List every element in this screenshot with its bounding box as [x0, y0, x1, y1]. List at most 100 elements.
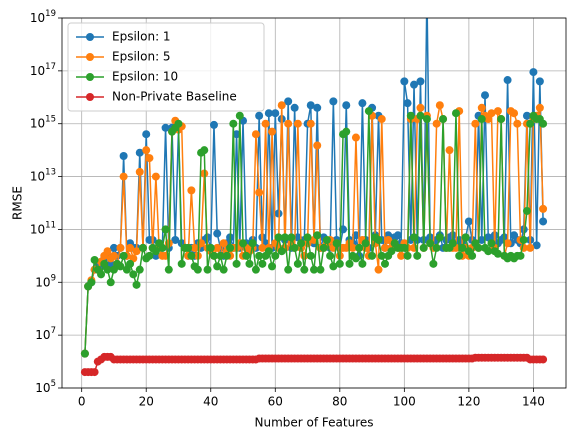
data-point — [251, 130, 260, 139]
data-point — [90, 255, 99, 264]
data-point — [187, 251, 196, 260]
data-point — [380, 259, 389, 268]
data-point — [284, 265, 293, 274]
data-point — [416, 111, 425, 120]
data-point — [422, 115, 431, 124]
data-point — [335, 259, 344, 268]
data-point — [345, 259, 354, 268]
data-point — [306, 101, 315, 110]
data-point — [474, 243, 483, 252]
data-point — [410, 80, 419, 89]
data-point — [377, 251, 386, 260]
data-point — [481, 91, 490, 100]
data-point — [522, 206, 531, 215]
data-point — [403, 251, 412, 260]
legend-label: Epsilon: 5 — [112, 50, 171, 64]
data-point — [103, 247, 112, 256]
data-point — [184, 243, 193, 252]
data-point — [526, 119, 535, 128]
data-point — [226, 243, 235, 252]
data-point — [522, 111, 531, 120]
data-point — [342, 101, 351, 110]
data-point — [455, 251, 464, 260]
data-point — [445, 146, 454, 155]
data-point — [432, 119, 441, 128]
x-tick-label: 140 — [522, 395, 545, 409]
data-point — [122, 265, 131, 274]
y-tick-label: 107 — [35, 326, 56, 342]
data-point — [109, 251, 118, 260]
data-point — [242, 251, 251, 260]
data-point — [161, 225, 170, 234]
x-tick-label: 40 — [203, 395, 218, 409]
data-point — [426, 239, 435, 248]
data-point — [142, 146, 151, 155]
data-point — [355, 243, 364, 252]
data-point — [303, 233, 312, 242]
data-point — [274, 233, 283, 242]
data-point — [258, 259, 267, 268]
data-point — [119, 172, 128, 181]
data-point — [268, 127, 277, 136]
data-point — [297, 239, 306, 248]
data-point — [384, 235, 393, 244]
data-point — [100, 259, 109, 268]
data-point — [351, 231, 360, 240]
data-point — [368, 251, 377, 260]
data-point — [209, 120, 218, 129]
legend-marker — [86, 93, 94, 101]
data-point — [90, 368, 99, 377]
data-point — [316, 265, 325, 274]
data-point — [400, 77, 409, 86]
data-point — [161, 123, 170, 132]
data-point — [300, 265, 309, 274]
data-point — [416, 77, 425, 86]
data-point — [503, 76, 512, 85]
data-point — [448, 239, 457, 248]
data-point — [145, 154, 154, 163]
data-point — [393, 231, 402, 240]
data-point — [138, 243, 147, 252]
data-point — [319, 243, 328, 252]
data-point — [400, 243, 409, 252]
data-point — [109, 243, 118, 252]
data-point — [313, 231, 322, 240]
data-point — [374, 265, 383, 274]
data-point — [222, 251, 231, 260]
data-point — [329, 97, 338, 106]
data-point — [358, 99, 367, 108]
data-point — [403, 99, 412, 108]
data-point — [313, 103, 322, 112]
axes-frame — [61, 17, 567, 389]
data-point — [419, 243, 428, 252]
legend-label: Epsilon: 10 — [112, 70, 178, 84]
data-point — [487, 239, 496, 248]
data-point — [135, 265, 144, 274]
data-point — [213, 243, 222, 252]
data-point — [497, 115, 506, 124]
x-tick-label: 120 — [457, 395, 480, 409]
data-point — [174, 119, 183, 128]
data-point — [468, 251, 477, 260]
data-point — [200, 146, 209, 155]
data-point — [464, 217, 473, 226]
data-point — [535, 77, 544, 86]
data-point — [271, 109, 280, 118]
data-point — [135, 167, 144, 176]
y-tick-label: 1017 — [30, 61, 56, 77]
data-point — [142, 130, 151, 139]
data-point — [293, 233, 302, 242]
data-point — [193, 265, 202, 274]
data-point — [374, 235, 383, 244]
data-point — [268, 262, 277, 271]
data-point — [348, 243, 357, 252]
data-point — [413, 251, 422, 260]
data-point — [255, 251, 264, 260]
data-point — [539, 204, 548, 213]
data-point — [477, 115, 486, 124]
data-point — [290, 243, 299, 252]
ticks: 0 20 40 60 80 100 120 140 105 107 109 1011 1013 1015 1… — [30, 9, 545, 409]
x-tick-label: 0 — [78, 395, 86, 409]
data-point — [351, 254, 360, 263]
